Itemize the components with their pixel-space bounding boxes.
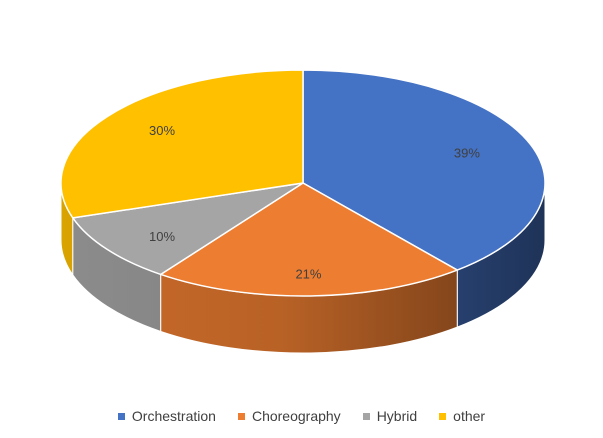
legend: Orchestration Choreography Hybrid other [0,408,603,424]
data-label-hybrid: 10% [149,229,175,244]
legend-label-orchestration: Orchestration [131,408,216,424]
legend-label-choreography: Choreography [251,408,341,424]
pie-data-labels: 39% 21% 10% 30% [149,123,480,281]
legend-label-other: other [453,408,486,424]
pie-slice-hybrid [72,182,304,276]
legend-item-orchestration: Orchestration [117,408,216,424]
legend-item-other: other [439,408,485,424]
legend-swatch-other [439,412,447,420]
pie-tops [60,69,546,297]
legend-label-hybrid: Hybrid [376,408,418,424]
legend-swatch-orchestration [117,412,125,420]
legend-swatch-choreography [237,412,245,420]
data-label-orchestration: 39% [454,145,480,160]
data-label-choreography: 21% [295,266,321,281]
pie-slice-orchestration [302,69,546,271]
data-label-other: 30% [149,123,175,138]
legend-swatch-hybrid [362,412,370,420]
legend-item-hybrid: Hybrid [362,408,418,424]
pie-slice-choreography [160,182,459,297]
pie-slice-other [60,69,304,219]
legend-item-choreography: Choreography [237,408,341,424]
